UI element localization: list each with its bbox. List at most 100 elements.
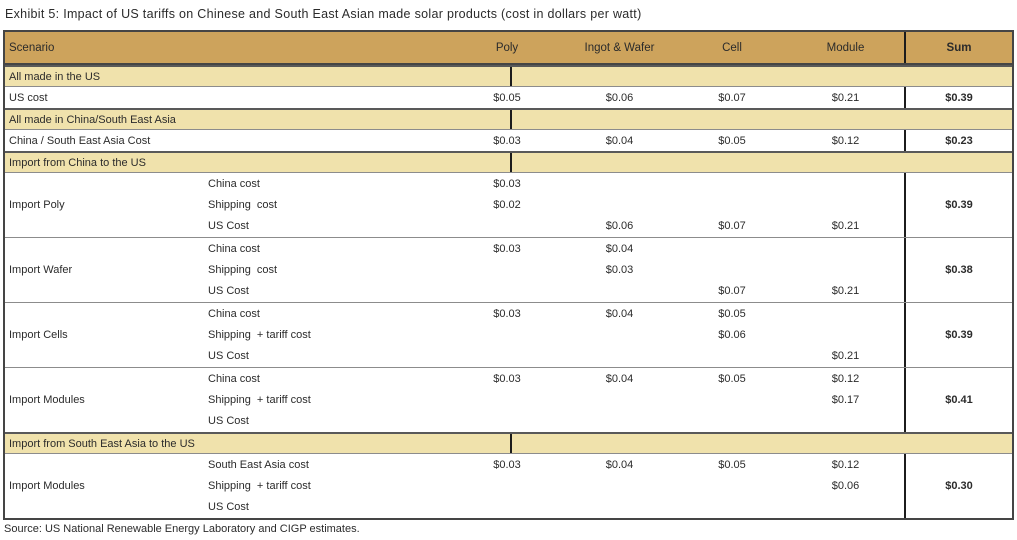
column-header-module: Module — [826, 41, 865, 54]
cell-poly: $0.03 — [493, 372, 521, 385]
cell-poly: $0.03 — [493, 242, 521, 255]
column-header-scenario: Scenario — [9, 41, 55, 54]
group-label: Import Poly — [9, 199, 65, 211]
cell-ingot-wafer — [562, 173, 677, 194]
sub-row-label: China cost — [208, 177, 260, 190]
cell-poly — [452, 346, 562, 367]
group-row: Import Cells China cost $0.03 $0.04 $0.05 Shi… — [5, 302, 1012, 367]
cell-ingot-wafer: $0.06 — [605, 220, 634, 233]
exhibit-title: Exhibit 5: Impact of US tariffs on Chine… — [5, 7, 642, 21]
cell-poly — [452, 497, 562, 518]
group-subrows: China cost $0.03 $0.04 Shipping cost $0.03 US… — [202, 238, 904, 302]
section-sum-cell — [509, 67, 1013, 86]
cell-poly: $0.03 — [493, 307, 521, 320]
cell-cell: $0.07 — [718, 220, 746, 233]
sub-row-label: US Cost — [208, 350, 249, 363]
cell-module — [787, 497, 904, 518]
sub-row-label: US Cost — [208, 501, 249, 514]
group-row: Import Wafer China cost $0.03 $0.04 Shipping… — [5, 237, 1012, 302]
cell-poly: $0.05 — [493, 91, 521, 104]
cell-ingot-wafer — [562, 389, 677, 410]
cell-module — [787, 194, 904, 215]
cell-cell — [677, 346, 787, 367]
section-row: Import from China to the US — [5, 151, 1012, 172]
cell-poly — [452, 324, 562, 345]
cell-module: $0.21 — [831, 350, 860, 363]
cell-cell: $0.05 — [718, 134, 746, 147]
sub-row-label: Shipping cost — [208, 198, 278, 211]
sub-row: US Cost $0.21 — [202, 346, 904, 367]
cell-cell — [677, 194, 787, 215]
cell-poly — [452, 216, 562, 237]
cell-ingot-wafer — [562, 475, 677, 496]
sub-row: China cost $0.03 — [202, 173, 904, 194]
cell-poly — [452, 411, 562, 432]
cell-ingot-wafer: $0.04 — [605, 242, 634, 255]
sub-row-label: Shipping + tariff cost — [208, 479, 311, 492]
group-label: Import Modules — [9, 480, 85, 492]
cell-poly: $0.03 — [493, 177, 521, 190]
cell-cell — [677, 389, 787, 410]
cell-cell: $0.07 — [718, 285, 746, 298]
column-header-ingot-wafer: Ingot & Wafer — [584, 41, 655, 54]
cell-ingot-wafer — [562, 194, 677, 215]
tariff-impact-table: Scenario Poly Ingot & Wafer Cell Module … — [3, 30, 1014, 520]
cell-ingot-wafer — [562, 497, 677, 518]
sub-row-label: US Cost — [208, 415, 249, 428]
table-header-row: Scenario Poly Ingot & Wafer Cell Module … — [5, 32, 1012, 65]
cell-cell: $0.07 — [718, 91, 746, 104]
sub-row-label: China cost — [208, 242, 260, 255]
cell-cell: $0.06 — [718, 328, 746, 341]
row-label: China / South East Asia Cost — [9, 134, 151, 147]
sub-row: US Cost — [202, 497, 904, 518]
sum-cell: $0.23 — [904, 130, 1012, 151]
cell-module — [787, 259, 904, 280]
row-label: US cost — [9, 91, 48, 104]
cell-module — [787, 173, 904, 194]
group-row: Import Modules South East Asia cost $0.03 $… — [5, 453, 1012, 518]
section-sum-cell — [509, 110, 1013, 129]
group-subrows: China cost $0.03 $0.04 $0.05 $0.12 Shipping +… — [202, 368, 904, 432]
column-header-sum: Sum — [904, 32, 1012, 63]
table-rows: All made in the US US cost $0.05 $0.06 $0.07… — [5, 65, 1012, 518]
sub-row: Shipping + tariff cost $0.06 — [202, 324, 904, 345]
group-subrows: South East Asia cost $0.03 $0.04 $0.05 $0.12… — [202, 454, 904, 518]
section-row: Import from South East Asia to the US — [5, 432, 1012, 453]
cell-ingot-wafer — [562, 411, 677, 432]
cell-poly — [452, 259, 562, 280]
section-row: All made in China/South East Asia — [5, 108, 1012, 129]
cell-poly — [452, 475, 562, 496]
sub-row: US Cost $0.07 $0.21 — [202, 281, 904, 302]
group-label: Import Cells — [9, 329, 68, 341]
group-row: Import Poly China cost $0.03 Shipping cost $… — [5, 172, 1012, 237]
section-sum-cell — [509, 434, 1013, 453]
cell-ingot-wafer — [562, 281, 677, 302]
sum-cell: $0.30 — [904, 454, 1012, 518]
group-row: Import Modules China cost $0.03 $0.04 $0.05 $… — [5, 367, 1012, 432]
cell-cell — [677, 411, 787, 432]
cell-cell — [677, 497, 787, 518]
sum-cell: $0.38 — [904, 238, 1012, 302]
cell-module: $0.21 — [831, 220, 860, 233]
cell-ingot-wafer: $0.04 — [605, 458, 634, 471]
sub-row-label: Shipping cost — [208, 263, 278, 276]
cell-module — [787, 324, 904, 345]
sum-cell: $0.39 — [904, 303, 1012, 367]
column-header-poly: Poly — [495, 41, 519, 54]
group-subrows: China cost $0.03 $0.04 $0.05 Shipping + tari… — [202, 303, 904, 367]
cell-module: $0.17 — [831, 393, 860, 406]
cell-cell: $0.05 — [718, 307, 746, 320]
cell-ingot-wafer: $0.06 — [605, 91, 634, 104]
cell-module: $0.12 — [831, 458, 860, 471]
sub-row-label: China cost — [208, 307, 260, 320]
cell-ingot-wafer: $0.04 — [605, 134, 634, 147]
sub-row-label: Shipping + tariff cost — [208, 393, 311, 406]
sum-cell: $0.39 — [904, 173, 1012, 237]
group-label: Import Modules — [9, 394, 85, 406]
section-row: All made in the US — [5, 65, 1012, 86]
cell-ingot-wafer — [562, 346, 677, 367]
cell-module — [787, 411, 904, 432]
cell-cell — [677, 259, 787, 280]
cell-module: $0.21 — [831, 91, 860, 104]
column-header-cell: Cell — [722, 41, 742, 54]
